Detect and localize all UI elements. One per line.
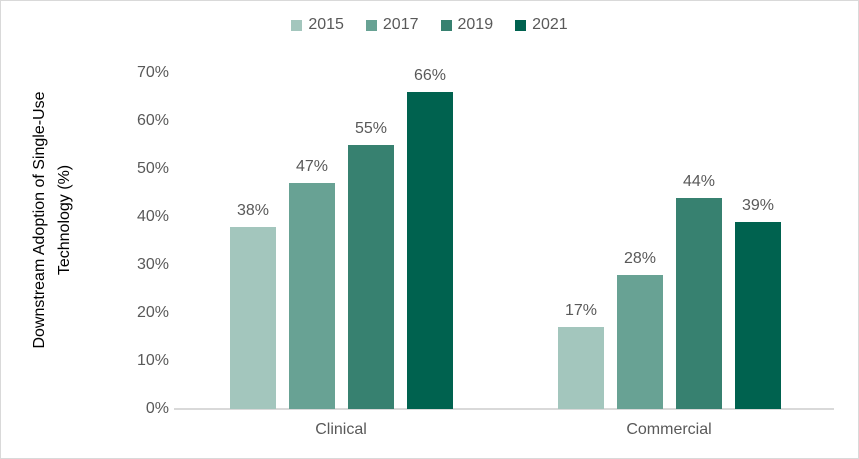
legend-swatch-icon [365, 19, 377, 31]
y-tick-label: 70% [136, 64, 169, 81]
y-tick-label: 50% [136, 160, 169, 177]
y-tick-label: 40% [136, 208, 169, 225]
data-label-2019-commercial: 44% [682, 173, 716, 190]
bar-2021-clinical [407, 92, 453, 409]
data-label-2021-clinical: 66% [413, 67, 447, 84]
legend-item-2017: 2017 [365, 16, 419, 34]
bar-2017-clinical [289, 183, 335, 409]
bar-2019-clinical [348, 145, 394, 409]
chart-legend: 2015 2017 2019 2021 [1, 16, 858, 34]
legend-label: 2021 [532, 16, 568, 33]
data-label-2015-clinical: 38% [236, 202, 270, 219]
y-axis-title-line2: Technology (%) [56, 164, 73, 276]
bar-2015-commercial [558, 327, 604, 409]
bar-2019-commercial [676, 198, 722, 409]
legend-item-2019: 2019 [440, 16, 494, 34]
legend-label: 2015 [308, 16, 344, 33]
legend-swatch-icon [440, 19, 452, 31]
legend-label: 2017 [382, 16, 419, 33]
data-label-2021-commercial: 39% [741, 197, 775, 214]
legend-item-2021: 2021 [515, 16, 568, 34]
legend-item-2015: 2015 [291, 16, 344, 34]
data-label-2017-clinical: 47% [295, 158, 329, 175]
y-tick-label: 0% [145, 400, 169, 417]
legend-label: 2019 [457, 16, 494, 33]
bar-2017-commercial [617, 275, 663, 409]
y-tick-label: 30% [136, 256, 169, 273]
bar-2021-commercial [735, 222, 781, 409]
y-tick-label: 20% [136, 304, 169, 321]
x-axis-line [174, 408, 834, 410]
y-tick-label: 10% [136, 352, 169, 369]
data-label-2015-commercial: 17% [564, 302, 598, 319]
legend-swatch-icon [515, 19, 527, 31]
category-label-clinical: Clinical [315, 421, 367, 438]
y-axis-title: Downstream Adoption of Single-Use Techno… [27, 40, 79, 400]
data-label-2019-clinical: 55% [354, 120, 388, 137]
category-label-commercial: Commercial [626, 421, 712, 438]
bar-2015-clinical [230, 227, 276, 409]
y-tick-label: 60% [136, 112, 169, 129]
legend-swatch-icon [291, 19, 303, 31]
y-axis-title-line1: Downstream Adoption of Single-Use [31, 91, 48, 349]
data-label-2017-commercial: 28% [623, 250, 657, 267]
